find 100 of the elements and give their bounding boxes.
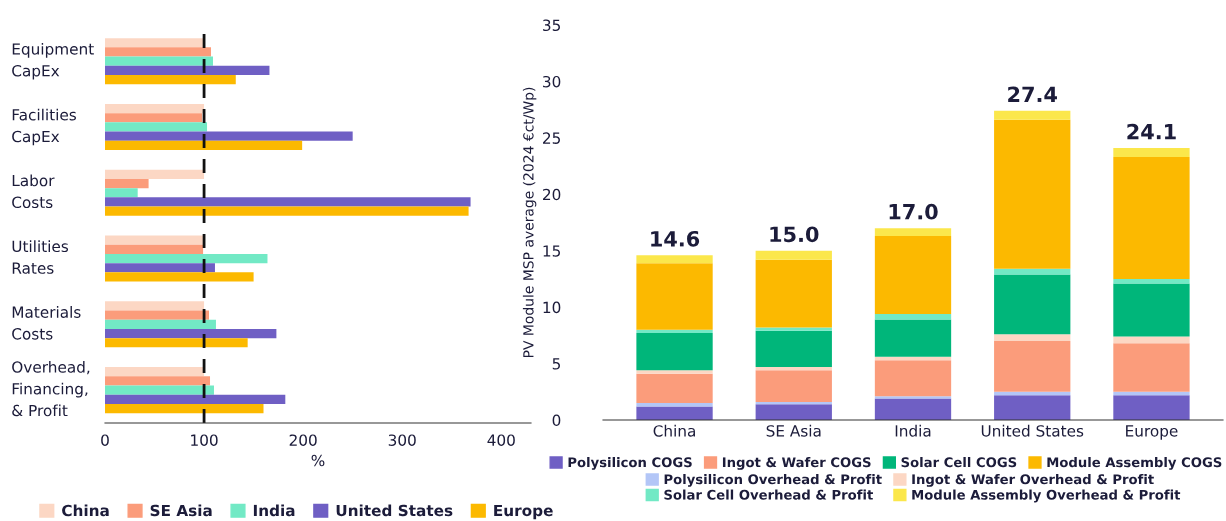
legend-label: SE Asia [150, 504, 212, 517]
y-tick-label: 10 [543, 301, 561, 314]
bar [105, 310, 210, 320]
legend-label: China [62, 504, 109, 517]
x-tick-label: Europe [1126, 425, 1178, 440]
legend-label: Ingot & Wafer COGS [722, 457, 871, 470]
bar [874, 396, 952, 399]
bar [105, 188, 138, 198]
y-tick-label: 20 [543, 188, 561, 201]
y-tick-label: 25 [543, 132, 560, 144]
bar [994, 395, 1071, 420]
total-label: 27.4 [1008, 86, 1057, 102]
legend-label: Module Assembly Overhead & Profit [912, 489, 1181, 503]
y-tick-label: Facilities CapEx [12, 108, 77, 146]
bar [105, 328, 277, 339]
x-axis-title: % [311, 454, 325, 467]
bar [994, 341, 1071, 392]
bar [1113, 148, 1190, 158]
bar [105, 65, 270, 75]
bar [636, 263, 713, 330]
y-tick-label: Materials Costs [12, 306, 81, 340]
bar [105, 403, 264, 414]
x-tick-label: 200 [289, 434, 317, 446]
bar [994, 110, 1071, 120]
bar [755, 259, 832, 328]
total-label: 24.1 [1127, 123, 1176, 140]
bar [105, 140, 303, 150]
legend-label: Ingot & Wafer Overhead & Profit [912, 474, 1154, 487]
bar [105, 169, 205, 179]
bar [994, 119, 1071, 269]
bar [105, 338, 248, 348]
bar [105, 131, 353, 141]
bar [874, 398, 952, 420]
legend-label: Solar Cell Overhead & Profit [664, 489, 873, 500]
x-tick-label: SE Asia [766, 424, 821, 437]
y-tick-label: 0 [552, 414, 561, 427]
legend-label: India [253, 504, 295, 517]
legend-label: Module Assembly COGS [1047, 457, 1222, 470]
bar [105, 376, 211, 386]
y-tick-label: 5 [552, 358, 560, 370]
bar [105, 244, 204, 254]
total-label: 17.0 [889, 203, 938, 220]
bar [1113, 283, 1190, 337]
bar [105, 206, 469, 216]
bar [105, 235, 205, 245]
bar [105, 113, 203, 123]
y-axis-title: PV Module MSP average (2024 €ct/Wp) [522, 87, 537, 358]
bar [755, 327, 832, 331]
legend-label: Polysilicon COGS [568, 457, 692, 470]
bar [636, 370, 713, 374]
bar [105, 38, 205, 48]
bar [874, 360, 952, 397]
total-label: 15.0 [770, 226, 819, 243]
bar [636, 406, 713, 420]
y-tick-label: Overhead, Financing, & Profit [12, 360, 90, 417]
bar [755, 404, 832, 420]
legend-label: Polysilicon Overhead & Profit [664, 474, 882, 487]
bar [636, 329, 713, 334]
x-tick-label: 300 [388, 434, 416, 446]
bar [755, 250, 832, 260]
bar [994, 274, 1071, 335]
bar [1113, 391, 1190, 396]
x-tick-label: China [653, 424, 695, 437]
bar [105, 253, 268, 264]
bar [105, 75, 236, 85]
bar [755, 370, 832, 402]
bar [105, 47, 211, 57]
bar [1113, 336, 1190, 344]
bar [105, 178, 149, 189]
x-tick-label: 100 [191, 434, 218, 446]
bar [1113, 278, 1190, 284]
x-tick-label: India [895, 424, 931, 437]
y-tick-label: 35 [543, 19, 560, 32]
bar [105, 272, 254, 282]
y-tick-label: 30 [543, 75, 561, 88]
x-tick-label: United States [981, 424, 1084, 437]
bar [105, 103, 205, 114]
bar [636, 255, 713, 264]
bar [755, 330, 832, 367]
bar [1113, 343, 1190, 392]
bar [105, 56, 213, 66]
bar [1113, 157, 1190, 279]
bar [874, 228, 952, 237]
x-tick-label: 0 [101, 434, 109, 446]
bar [105, 122, 208, 132]
bar [105, 367, 205, 377]
bar [874, 236, 952, 314]
y-tick-label: Equipment CapEx [12, 42, 94, 80]
bar [874, 313, 952, 320]
bar [105, 319, 216, 329]
bar [636, 333, 713, 371]
bar [636, 373, 713, 404]
bar [994, 334, 1071, 341]
bar [105, 394, 286, 404]
y-tick-label: Utilities Rates [12, 240, 69, 274]
y-tick-label: Labor Costs [12, 174, 55, 209]
bar [874, 319, 952, 357]
x-tick-label: 400 [487, 434, 515, 446]
legend-label: Europe [494, 504, 553, 520]
total-label: 14.6 [651, 230, 700, 247]
